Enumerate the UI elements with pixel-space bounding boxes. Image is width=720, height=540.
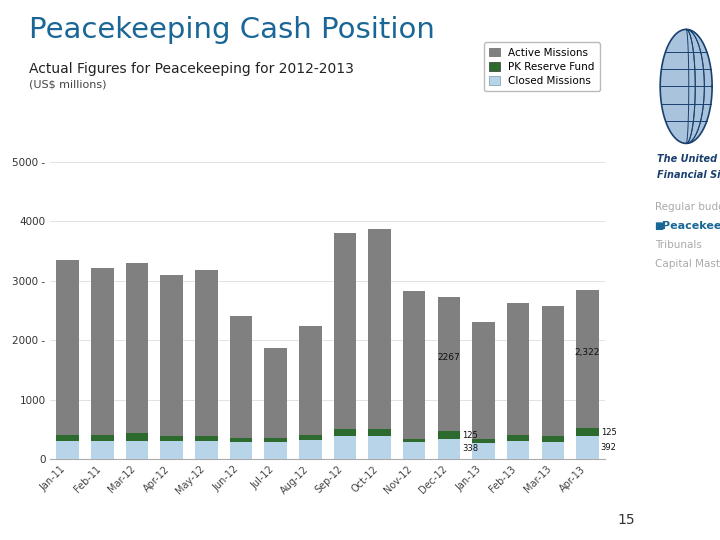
Bar bbox=[438, 439, 460, 459]
Bar bbox=[126, 263, 148, 434]
Text: Capital Master Plan: Capital Master Plan bbox=[655, 259, 720, 269]
Bar bbox=[230, 437, 252, 442]
Bar bbox=[56, 260, 79, 435]
Bar bbox=[91, 435, 114, 441]
Bar bbox=[507, 441, 529, 459]
Text: 2267: 2267 bbox=[438, 353, 460, 362]
Bar bbox=[91, 441, 114, 459]
Text: 125: 125 bbox=[462, 431, 478, 440]
Bar bbox=[161, 441, 183, 459]
Bar bbox=[507, 435, 529, 441]
Bar bbox=[369, 436, 391, 459]
Bar bbox=[195, 269, 217, 436]
Text: 15: 15 bbox=[618, 513, 635, 527]
Bar bbox=[264, 437, 287, 442]
Bar bbox=[264, 442, 287, 459]
Bar bbox=[333, 233, 356, 429]
Bar bbox=[230, 316, 252, 437]
Bar bbox=[507, 303, 529, 435]
Bar bbox=[264, 348, 287, 437]
Bar bbox=[472, 322, 495, 440]
Text: Regular budget: Regular budget bbox=[655, 202, 720, 213]
Text: Financial Situation: Financial Situation bbox=[657, 170, 720, 180]
Bar bbox=[472, 440, 495, 443]
Text: 2,322: 2,322 bbox=[575, 348, 600, 357]
Bar bbox=[541, 442, 564, 459]
Bar bbox=[576, 291, 599, 428]
Bar bbox=[91, 268, 114, 435]
Bar bbox=[230, 442, 252, 459]
Bar bbox=[299, 435, 322, 440]
Bar bbox=[161, 436, 183, 441]
Bar bbox=[438, 297, 460, 431]
Text: (US$ millions): (US$ millions) bbox=[29, 79, 107, 90]
Bar bbox=[56, 435, 79, 441]
Text: Tribunals: Tribunals bbox=[655, 240, 702, 251]
Text: 338: 338 bbox=[462, 444, 478, 454]
Bar bbox=[299, 440, 322, 459]
Text: 392: 392 bbox=[600, 443, 616, 452]
Bar bbox=[403, 442, 426, 459]
Bar bbox=[126, 441, 148, 459]
Bar bbox=[56, 441, 79, 459]
Bar bbox=[472, 443, 495, 459]
Bar bbox=[369, 229, 391, 429]
Legend: Active Missions, PK Reserve Fund, Closed Missions: Active Missions, PK Reserve Fund, Closed… bbox=[484, 43, 600, 91]
Bar bbox=[195, 436, 217, 441]
Text: Peacekeeping: Peacekeeping bbox=[662, 221, 720, 232]
Bar bbox=[299, 326, 322, 435]
Text: The United Nations: The United Nations bbox=[657, 154, 720, 164]
Bar bbox=[333, 429, 356, 436]
Bar bbox=[333, 436, 356, 459]
Text: 125: 125 bbox=[600, 428, 616, 436]
Bar bbox=[126, 434, 148, 441]
Text: Actual Figures for Peacekeeping for 2012-2013: Actual Figures for Peacekeeping for 2012… bbox=[29, 62, 354, 76]
Bar bbox=[369, 429, 391, 436]
Text: ■: ■ bbox=[654, 221, 663, 232]
Polygon shape bbox=[660, 29, 712, 144]
Bar bbox=[403, 292, 426, 439]
Bar bbox=[541, 436, 564, 442]
Bar bbox=[576, 436, 599, 459]
Bar bbox=[403, 439, 426, 442]
Text: Peacekeeping Cash Position: Peacekeeping Cash Position bbox=[29, 16, 435, 44]
Bar bbox=[541, 306, 564, 436]
Bar bbox=[195, 441, 217, 459]
Bar bbox=[576, 428, 599, 436]
Bar bbox=[161, 275, 183, 436]
Bar bbox=[438, 431, 460, 439]
